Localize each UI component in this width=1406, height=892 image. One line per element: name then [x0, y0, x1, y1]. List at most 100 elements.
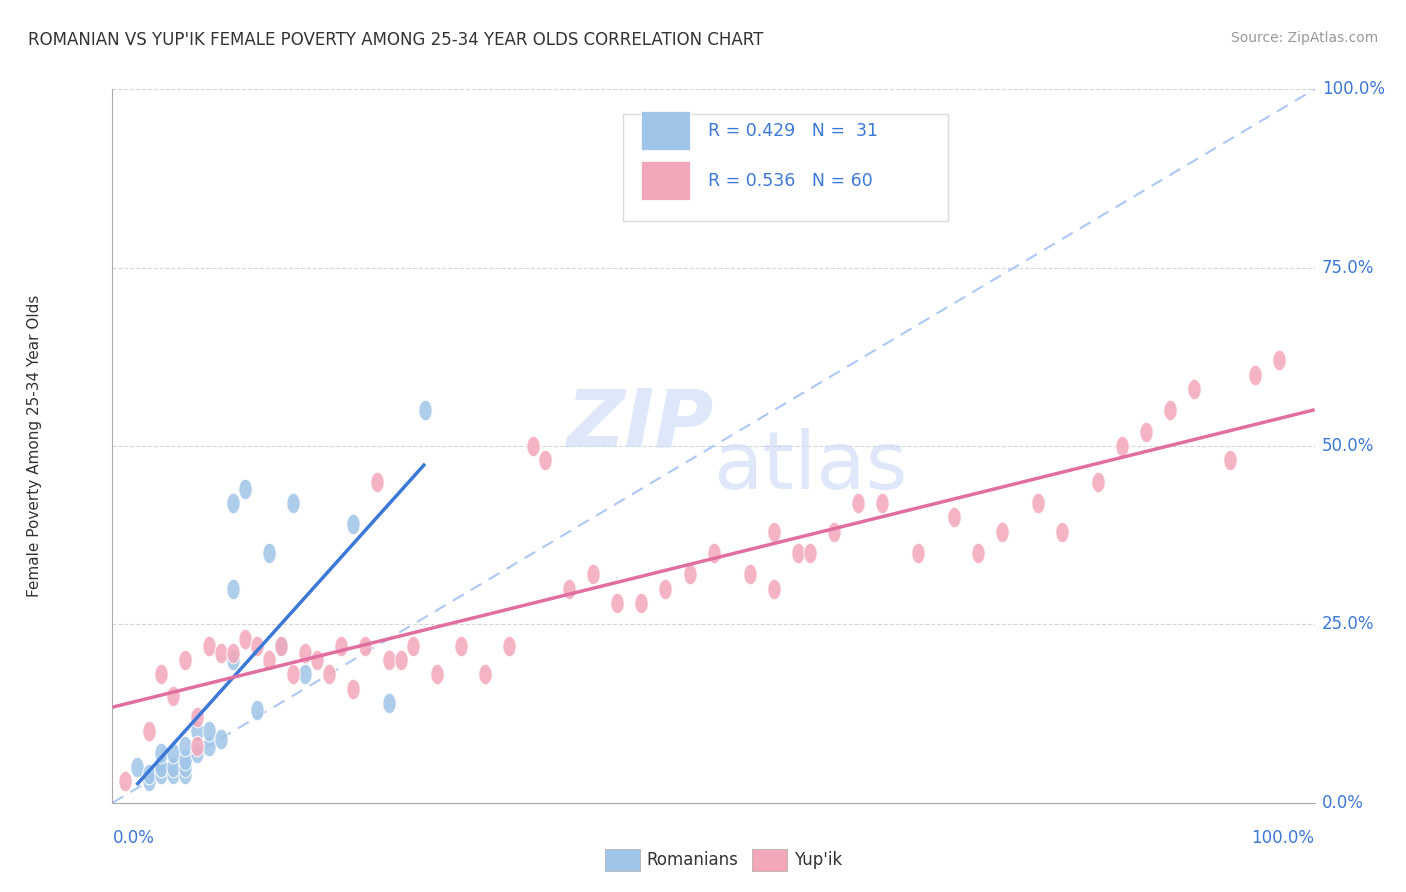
Text: R = 0.429   N =  31: R = 0.429 N = 31: [707, 121, 877, 139]
Point: [1087, 475, 1109, 489]
Point: [342, 517, 364, 532]
Point: [138, 724, 160, 739]
Point: [870, 496, 893, 510]
Point: [342, 681, 364, 696]
Point: [846, 496, 869, 510]
Point: [907, 546, 929, 560]
Text: 0.0%: 0.0%: [1322, 794, 1364, 812]
Point: [162, 746, 184, 760]
Point: [149, 760, 172, 774]
Point: [138, 774, 160, 789]
Point: [257, 653, 280, 667]
Point: [162, 689, 184, 703]
Point: [1184, 382, 1206, 396]
Point: [823, 524, 845, 539]
Point: [1159, 403, 1181, 417]
Point: [270, 639, 292, 653]
Point: [233, 482, 256, 496]
Point: [413, 403, 436, 417]
Point: [426, 667, 449, 681]
Point: [222, 496, 245, 510]
Point: [329, 639, 352, 653]
Point: [281, 496, 304, 510]
Point: [474, 667, 496, 681]
Text: atlas: atlas: [713, 428, 908, 507]
Point: [125, 760, 148, 774]
Text: ROMANIAN VS YUP'IK FEMALE POVERTY AMONG 25-34 YEAR OLDS CORRELATION CHART: ROMANIAN VS YUP'IK FEMALE POVERTY AMONG …: [28, 31, 763, 49]
Point: [786, 546, 808, 560]
Point: [222, 582, 245, 596]
Point: [222, 646, 245, 660]
Point: [1135, 425, 1157, 439]
Text: Yup'ik: Yup'ik: [794, 851, 842, 869]
Point: [991, 524, 1014, 539]
Text: R = 0.536   N = 60: R = 0.536 N = 60: [707, 171, 872, 189]
Point: [209, 646, 232, 660]
Point: [294, 646, 316, 660]
Point: [186, 746, 208, 760]
Point: [138, 767, 160, 781]
Point: [149, 667, 172, 681]
Point: [173, 653, 195, 667]
Point: [197, 724, 219, 739]
Point: [630, 596, 652, 610]
Point: [389, 653, 412, 667]
FancyBboxPatch shape: [623, 114, 948, 221]
Point: [197, 739, 219, 753]
Point: [114, 774, 136, 789]
Point: [967, 546, 990, 560]
Point: [378, 653, 401, 667]
Point: [173, 739, 195, 753]
Point: [318, 667, 340, 681]
Point: [1026, 496, 1049, 510]
Point: [149, 746, 172, 760]
Point: [281, 667, 304, 681]
FancyBboxPatch shape: [641, 161, 689, 200]
Point: [498, 639, 520, 653]
Text: 0.0%: 0.0%: [112, 830, 155, 847]
Text: Female Poverty Among 25-34 Year Olds: Female Poverty Among 25-34 Year Olds: [27, 295, 42, 597]
Point: [402, 639, 425, 653]
Text: 100.0%: 100.0%: [1251, 830, 1315, 847]
Text: 100.0%: 100.0%: [1322, 80, 1385, 98]
Point: [654, 582, 676, 596]
Point: [246, 639, 269, 653]
Point: [1111, 439, 1133, 453]
Point: [294, 667, 316, 681]
Point: [1050, 524, 1073, 539]
Point: [378, 696, 401, 710]
Point: [1243, 368, 1265, 382]
Text: Source: ZipAtlas.com: Source: ZipAtlas.com: [1230, 31, 1378, 45]
Point: [558, 582, 581, 596]
Point: [582, 567, 605, 582]
Point: [1219, 453, 1241, 467]
Point: [522, 439, 544, 453]
Point: [534, 453, 557, 467]
Text: 25.0%: 25.0%: [1322, 615, 1374, 633]
Point: [173, 767, 195, 781]
Point: [233, 632, 256, 646]
Point: [186, 724, 208, 739]
Point: [1267, 353, 1289, 368]
Point: [173, 753, 195, 767]
Text: Romanians: Romanians: [647, 851, 738, 869]
Text: ZIP: ZIP: [567, 385, 713, 464]
Point: [799, 546, 821, 560]
Point: [257, 546, 280, 560]
Point: [162, 760, 184, 774]
Point: [197, 639, 219, 653]
Point: [246, 703, 269, 717]
Point: [149, 760, 172, 774]
Point: [186, 710, 208, 724]
Point: [942, 510, 965, 524]
Point: [738, 567, 761, 582]
Point: [149, 767, 172, 781]
Point: [270, 639, 292, 653]
Point: [305, 653, 328, 667]
Point: [354, 639, 377, 653]
Point: [162, 767, 184, 781]
Point: [366, 475, 388, 489]
Text: 75.0%: 75.0%: [1322, 259, 1374, 277]
Point: [450, 639, 472, 653]
Point: [209, 731, 232, 746]
